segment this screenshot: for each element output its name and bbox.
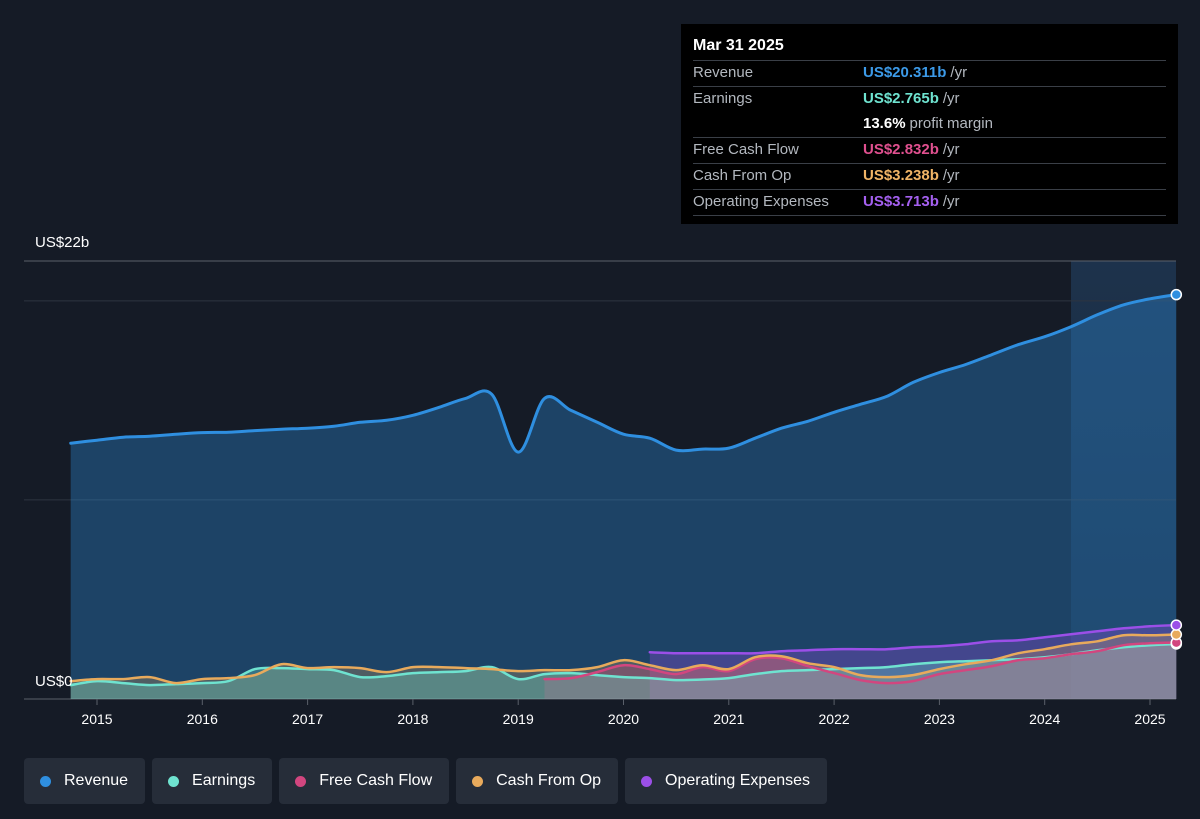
tooltip-value: US$3.713b	[863, 193, 939, 210]
tooltip-label: Free Cash Flow	[693, 141, 799, 158]
tooltip-value: US$2.765b	[863, 90, 939, 107]
line-cfo	[69, 633, 1178, 685]
x-tick-label: 2024	[1029, 711, 1060, 727]
y-axis-bottom-label: US$0	[35, 673, 73, 690]
legend-label: Free Cash Flow	[319, 772, 433, 789]
legend-item-cash-from-op[interactable]: Cash From Op	[456, 758, 619, 804]
area-earnings	[70, 644, 1177, 699]
x-tick-label: 2021	[713, 711, 744, 727]
legend-dot-icon	[40, 775, 51, 787]
tooltip-unit: profit margin	[909, 115, 993, 132]
x-tick-label: 2016	[187, 711, 218, 727]
x-tick-label: 2018	[397, 711, 428, 727]
tooltip-label: Revenue	[693, 64, 754, 81]
tooltip-unit: /yr	[942, 193, 960, 210]
tooltip-row-margin: 13.6% profit margin	[693, 112, 1166, 137]
x-tick-label: 2017	[292, 711, 323, 727]
legend-item-earnings[interactable]: Earnings	[152, 758, 273, 804]
legend-item-operating-expenses[interactable]: Operating Expenses	[625, 758, 828, 804]
legend-dot-icon	[472, 775, 484, 787]
legend: Revenue Earnings Free Cash Flow Cash Fro…	[24, 758, 828, 804]
tooltip-row-revenue: Revenue US$20.311b /yr	[693, 60, 1166, 86]
tooltip: Mar 31 2025 Revenue US$20.311b /yr Earni…	[681, 24, 1178, 224]
tooltip-row-earnings: Earnings US$2.765b /yr	[693, 86, 1166, 112]
y-axis-top-label: US$22b	[35, 234, 90, 251]
line-opex	[648, 623, 1178, 655]
legend-label: Revenue	[64, 772, 129, 789]
line-fcf	[543, 641, 1178, 685]
tooltip-label	[693, 112, 863, 137]
endpoint-cfo	[1170, 628, 1183, 641]
legend-item-revenue[interactable]: Revenue	[24, 758, 146, 804]
gridlines	[24, 260, 1176, 700]
tooltip-unit: /yr	[942, 90, 960, 107]
legend-label: Cash From Op	[496, 772, 602, 789]
tooltip-value: US$20.311b	[863, 64, 947, 81]
tooltip-date: Mar 31 2025	[693, 37, 784, 54]
tooltip-unit: /yr	[950, 64, 968, 81]
x-tick-label: 2022	[819, 711, 850, 727]
tooltip-row-cfo: Cash From Op US$3.238b /yr	[693, 163, 1166, 189]
area-revenue	[70, 294, 1177, 699]
tooltip-unit: /yr	[942, 141, 960, 158]
x-axis: 2015 2016 2017 2018 2019 2020 2021 2022 2023 2024…	[81, 699, 1166, 727]
series-lines	[69, 293, 1178, 687]
tooltip-row-fcf: Free Cash Flow US$2.832b /yr	[693, 137, 1166, 163]
endpoint-revenue	[1170, 288, 1183, 301]
tooltip-value: 13.6%	[863, 115, 906, 132]
legend-dot-icon	[295, 775, 307, 787]
legend-dot-icon	[641, 775, 653, 787]
legend-label: Operating Expenses	[665, 772, 811, 789]
tooltip-label: Earnings	[693, 90, 753, 107]
endpoint-opex	[1170, 619, 1183, 631]
tooltip-unit: /yr	[942, 167, 960, 184]
x-tick-label: 2020	[608, 711, 639, 727]
tooltip-value: US$2.832b	[863, 141, 939, 158]
tooltip-row-opex: Operating Expenses US$3.713b /yr	[693, 189, 1166, 216]
tooltip-value: US$3.238b	[863, 167, 939, 184]
series-endpoints	[1170, 288, 1183, 650]
x-tick-label: 2019	[503, 711, 534, 727]
x-tick-label: 2025	[1134, 711, 1165, 727]
line-revenue	[69, 293, 1178, 454]
area-opex	[649, 625, 1177, 699]
tooltip-label: Operating Expenses	[693, 193, 829, 210]
x-tick-label: 2015	[81, 711, 112, 727]
legend-item-free-cash-flow[interactable]: Free Cash Flow	[279, 758, 450, 804]
x-tick-label: 2023	[924, 711, 955, 727]
legend-dot-icon	[168, 775, 180, 787]
tooltip-label: Cash From Op	[693, 167, 792, 184]
series-areas	[70, 294, 1177, 699]
area-fcf	[544, 642, 1177, 699]
legend-label: Earnings	[192, 772, 256, 789]
